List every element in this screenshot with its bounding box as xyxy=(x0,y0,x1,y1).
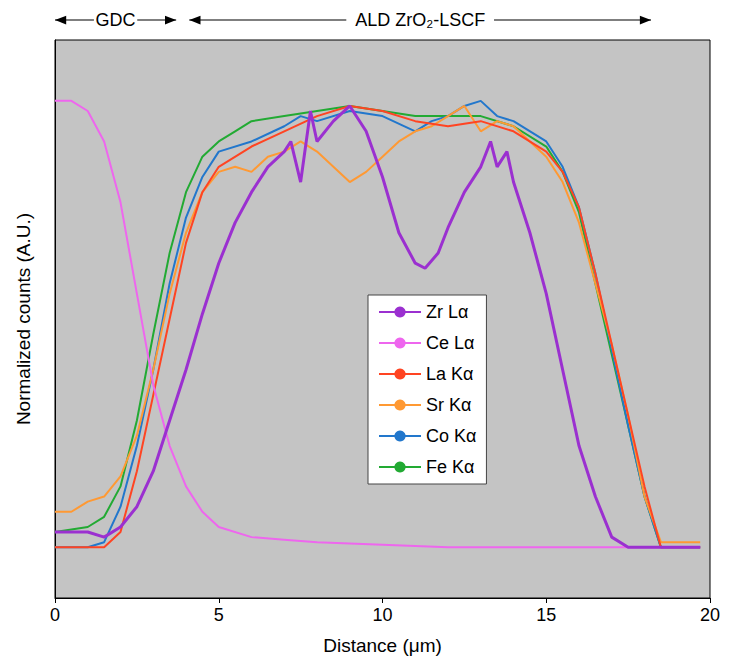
svg-text:20: 20 xyxy=(700,605,720,625)
svg-text:15: 15 xyxy=(536,605,556,625)
svg-text:Zr Lα: Zr Lα xyxy=(426,302,468,322)
svg-text:Ce Lα: Ce Lα xyxy=(426,333,474,353)
svg-text:10: 10 xyxy=(372,605,392,625)
svg-text:Sr Kα: Sr Kα xyxy=(426,395,471,415)
svg-text:La Kα: La Kα xyxy=(426,364,473,384)
svg-text:5: 5 xyxy=(214,605,224,625)
svg-text:ALD ZrO₂-LSCF: ALD ZrO₂-LSCF xyxy=(355,10,485,30)
svg-text:0: 0 xyxy=(50,605,60,625)
svg-text:Distance (μm): Distance (μm) xyxy=(323,635,442,656)
svg-text:Co Kα: Co Kα xyxy=(426,426,476,446)
svg-text:Fe Kα: Fe Kα xyxy=(426,457,474,477)
svg-text:Normalized counts (A.U.): Normalized counts (A.U.) xyxy=(13,213,34,425)
svg-text:GDC: GDC xyxy=(96,10,136,30)
